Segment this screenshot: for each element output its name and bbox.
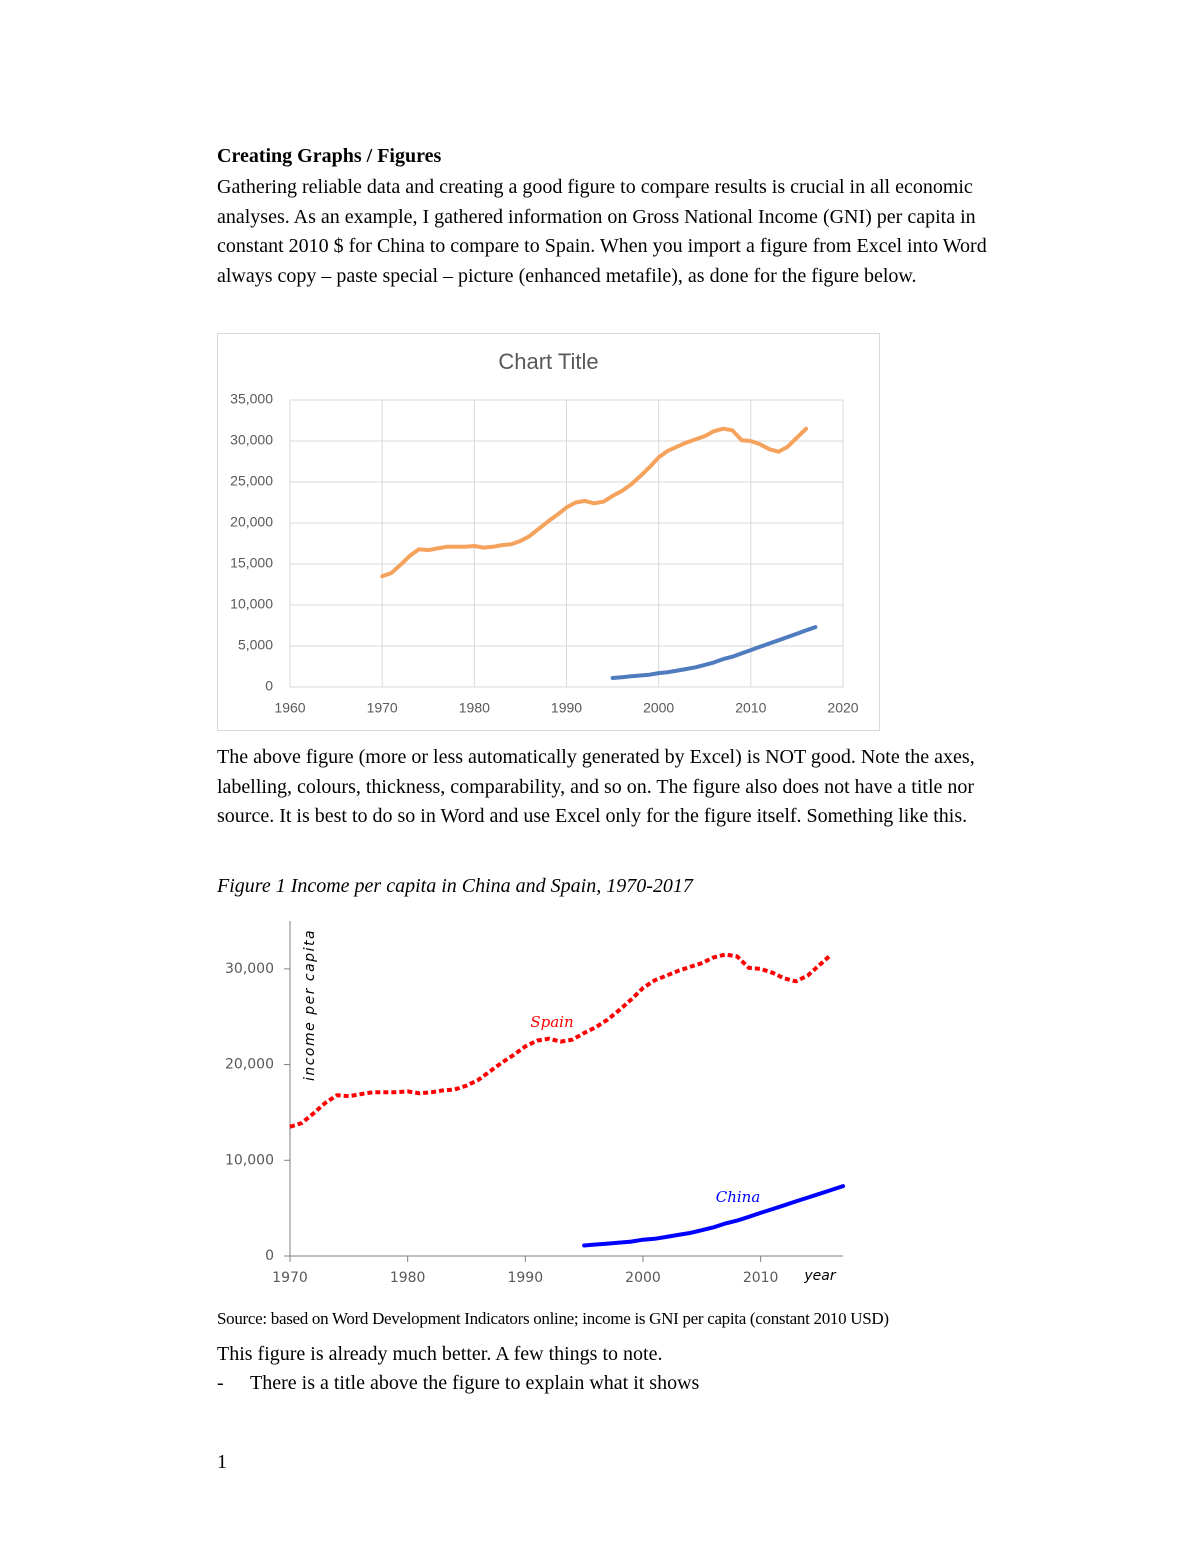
y-tick-label: 25,000 [230, 473, 273, 489]
paragraph: This figure is already much better. A fe… [217, 1343, 663, 1365]
list-text: There is a title above the figure to exp… [250, 1372, 700, 1394]
series-label: China [716, 1188, 761, 1206]
figure-caption: Figure 1 Income per capita in China and … [217, 875, 693, 897]
x-axis-label: year [803, 1268, 836, 1284]
y-tick-label: 30,000 [225, 961, 274, 977]
x-tick-label: 1970 [272, 1270, 308, 1286]
chart-1: Chart Title 0 5,000 10,000 15,000 20,000 25,00… [230, 349, 859, 716]
series-line [289, 952, 833, 1129]
list-marker: - [217, 1372, 224, 1394]
series-line [610, 625, 818, 680]
x-tick-label: 2010 [743, 1270, 779, 1286]
y-tick-label: 35,000 [230, 391, 273, 407]
x-tick-label: 1990 [507, 1270, 543, 1286]
chart-2: 0 10,000 20,000 30,000 1970 1980 1990 2000 2010 y… [225, 921, 845, 1286]
y-tick-label: 15,000 [230, 555, 273, 571]
x-tick-label: 1960 [274, 700, 305, 716]
y-axis-label: income per capita [302, 929, 318, 1081]
y-tick-label: 10,000 [225, 1152, 274, 1168]
x-tick-label: 1980 [390, 1270, 426, 1286]
x-tick-label: 1970 [367, 700, 398, 716]
series-label: Spain [530, 1013, 573, 1031]
x-tick-label: 1990 [551, 700, 582, 716]
paragraph: Gathering reliable data and creating a g… [217, 176, 987, 287]
y-tick-label: 30,000 [230, 432, 273, 448]
y-tick-label: 10,000 [230, 596, 273, 612]
y-tick-label: 5,000 [238, 637, 273, 653]
x-tick-label: 2020 [827, 700, 858, 716]
paragraph: The above figure (more or less automatic… [217, 746, 975, 828]
x-tick-label: 2000 [643, 700, 674, 716]
x-tick-label: 2000 [625, 1270, 661, 1286]
y-tick-label: 20,000 [230, 514, 273, 530]
heading: Creating Graphs / Figures [217, 145, 442, 167]
series-line [380, 426, 809, 579]
y-tick-label: 0 [265, 1248, 274, 1264]
y-tick-label: 0 [265, 678, 273, 694]
chart-frame [217, 333, 880, 731]
x-tick-label: 2010 [735, 700, 766, 716]
source: Source: based on Word Development Indica… [217, 1309, 889, 1328]
series-line [582, 1184, 845, 1248]
list-item: - There is a title above the figure to ex… [217, 1369, 992, 1399]
x-tick-label: 1980 [459, 700, 490, 716]
y-tick-label: 20,000 [225, 1057, 274, 1073]
chart-title: Chart Title [498, 349, 598, 374]
page-number: 1 [217, 1451, 227, 1473]
